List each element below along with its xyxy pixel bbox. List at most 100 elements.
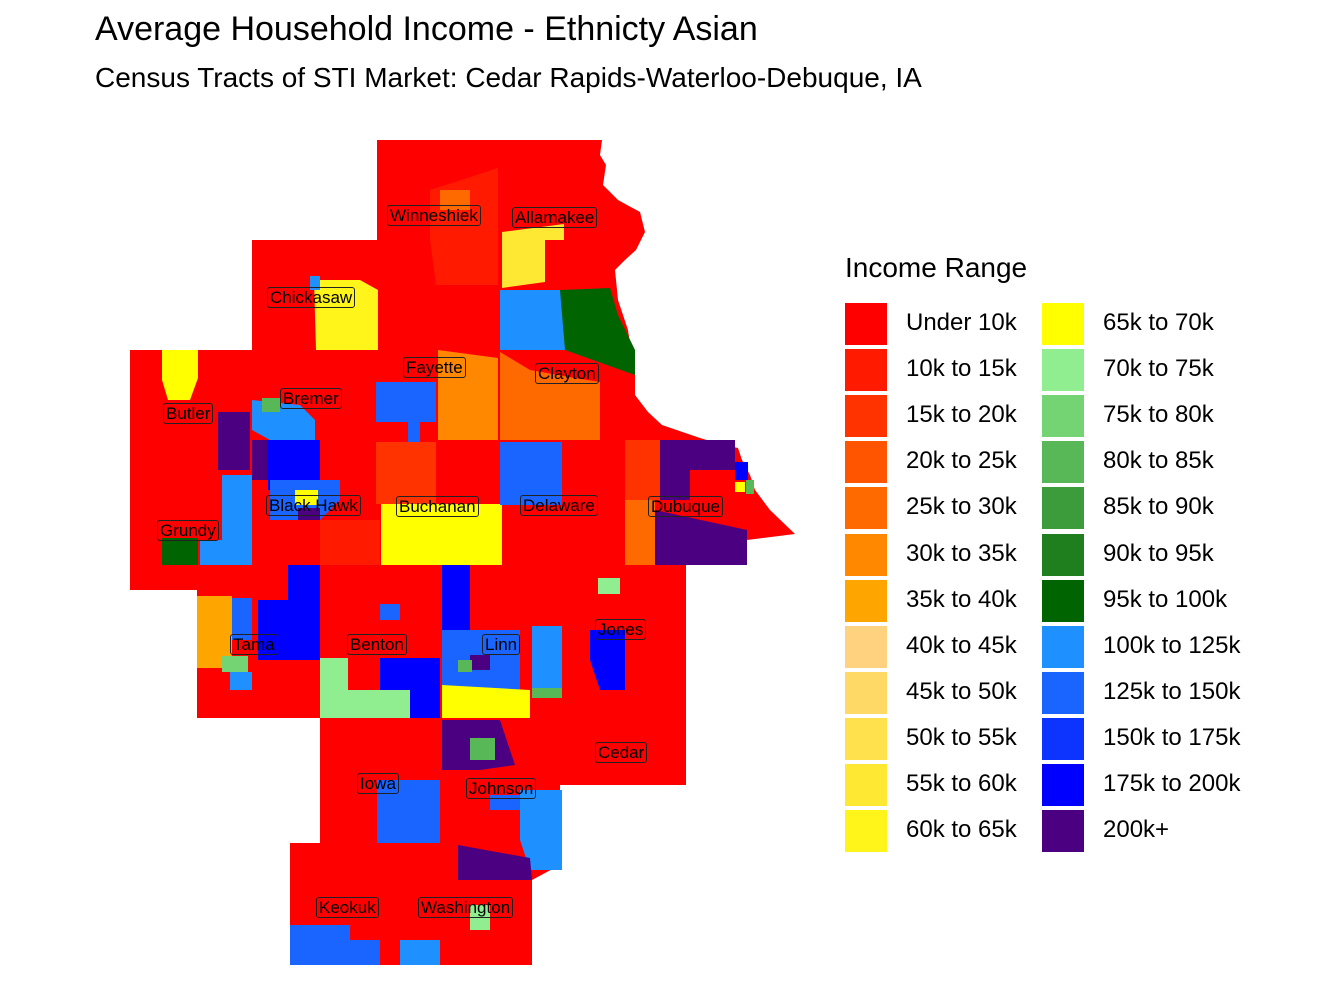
tract-patch <box>400 940 440 965</box>
county-label-chickasaw: Chickasaw <box>267 287 356 308</box>
legend-label: 40k to 45k <box>906 631 1017 659</box>
legend-label: 70k to 75k <box>1103 355 1214 383</box>
tract-patch <box>458 845 532 880</box>
legend-title: Income Range <box>845 252 1028 283</box>
legend-swatch <box>845 303 887 345</box>
tract-patch <box>625 440 660 500</box>
legend-label: 100k to 125k <box>1103 631 1241 659</box>
legend-swatch <box>1042 810 1084 853</box>
tract-patch <box>735 462 748 480</box>
legend-swatch <box>845 717 887 760</box>
legend-item: 125k to 150k <box>1042 671 1241 715</box>
legend-swatch <box>845 625 887 668</box>
legend-swatch <box>1042 349 1084 392</box>
legend-label: 150k to 175k <box>1103 723 1241 751</box>
tract-patch <box>197 596 232 668</box>
legend-item: 30k to 35k <box>845 533 1041 577</box>
legend-item: 15k to 20k <box>845 394 1041 438</box>
county-label-jones: Jones <box>595 619 647 640</box>
legend-item: 40k to 45k <box>845 625 1041 669</box>
legend-item: 70k to 75k <box>1042 348 1238 392</box>
county-label-butler: Butler <box>163 403 214 424</box>
legend-label: 90k to 95k <box>1103 539 1214 567</box>
tract-patch <box>314 280 378 350</box>
tract-patch <box>520 790 562 870</box>
legend-swatch <box>845 441 887 484</box>
legend-swatch <box>1042 441 1084 484</box>
legend-swatch <box>845 579 887 622</box>
legend-swatch <box>1042 579 1084 622</box>
legend-item: Under 10k <box>845 302 1041 346</box>
legend-swatch <box>1042 303 1084 345</box>
tract-patch <box>162 350 198 400</box>
legend-item: 175k to 200k <box>1042 763 1240 807</box>
county-label-fayette: Fayette <box>403 357 466 378</box>
tract-patch <box>532 626 562 688</box>
county-label-keokuk: Keokuk <box>316 897 379 918</box>
legend-label: 55k to 60k <box>906 770 1017 797</box>
county-label-bremer: Bremer <box>280 388 342 409</box>
county-label-cedar: Cedar <box>595 742 648 763</box>
tract-patch <box>500 442 562 505</box>
legend-item: 150k to 175k <box>1042 717 1241 761</box>
legend-swatch <box>845 487 887 530</box>
tract-patch <box>746 480 754 494</box>
tract-patch <box>218 412 250 470</box>
legend-label: 30k to 35k <box>906 539 1017 567</box>
legend-item: 20k to 25k <box>845 440 1041 484</box>
county-label-johnson: Johnson <box>466 778 537 799</box>
tract-patch <box>230 672 252 690</box>
legend-swatch <box>845 764 887 806</box>
tract-patch <box>470 655 490 670</box>
county-label-allamakee: Allamakee <box>512 207 598 228</box>
legend-item: 50k to 55k <box>845 717 1041 761</box>
tract-patch <box>380 604 400 620</box>
legend-swatch <box>845 395 887 438</box>
tract-patch <box>438 350 498 440</box>
legend-item: 65k to 70k <box>1042 302 1238 346</box>
tract-patch <box>310 276 320 290</box>
county-label-benton: Benton <box>347 634 407 655</box>
legend-item: 85k to 90k <box>1042 486 1238 530</box>
legend-item: 200k+ <box>1042 809 1238 853</box>
tract-patch <box>625 500 655 565</box>
tract-patch <box>252 440 268 480</box>
tract-patch <box>655 510 747 565</box>
legend-item: 90k to 95k <box>1042 533 1238 577</box>
county-label-tama: Tama <box>230 634 278 655</box>
legend-item: 45k to 50k <box>845 671 1041 715</box>
tract-patch <box>598 578 620 594</box>
legend-swatch <box>1042 764 1084 806</box>
legend-item: 60k to 65k <box>845 809 1041 853</box>
legend-swatch <box>845 533 887 576</box>
legend-swatch <box>1042 487 1084 530</box>
legend-label: 20k to 25k <box>906 447 1017 475</box>
county-label-winneshiek: Winneshiek <box>387 205 481 226</box>
tract-patch <box>200 475 252 565</box>
legend-swatch <box>1042 533 1084 576</box>
tract-patch <box>458 660 472 672</box>
tract-patch <box>380 658 440 718</box>
legend-label: 15k to 20k <box>906 401 1017 429</box>
tract-patch <box>232 598 252 640</box>
legend-label: 125k to 150k <box>1103 677 1241 705</box>
legend-label: 65k to 70k <box>1103 309 1214 336</box>
tract-patch <box>376 442 436 504</box>
legend-item: 80k to 85k <box>1042 440 1238 484</box>
legend-label: 95k to 100k <box>1103 585 1228 613</box>
county-label-linn: Linn <box>482 634 521 655</box>
legend-label: 25k to 30k <box>906 493 1017 521</box>
tract-patch <box>735 482 745 492</box>
legend-label: 50k to 55k <box>906 723 1017 751</box>
county-label-dubuque: Dubuque <box>648 496 724 517</box>
tract-patch <box>442 565 470 640</box>
legend-label: 80k to 85k <box>1103 447 1214 475</box>
map-subtitle: Census Tracts of STI Market: Cedar Rapid… <box>95 62 922 93</box>
county-label-delaware: Delaware <box>520 495 598 516</box>
legend-item: 75k to 80k <box>1042 394 1238 438</box>
county-label-clayton: Clayton <box>535 363 599 384</box>
county-label-grundy: Grundy <box>157 520 219 541</box>
tract-patch <box>590 630 625 690</box>
county-label-washington: Washington <box>418 897 514 918</box>
tract-patch <box>660 440 735 500</box>
